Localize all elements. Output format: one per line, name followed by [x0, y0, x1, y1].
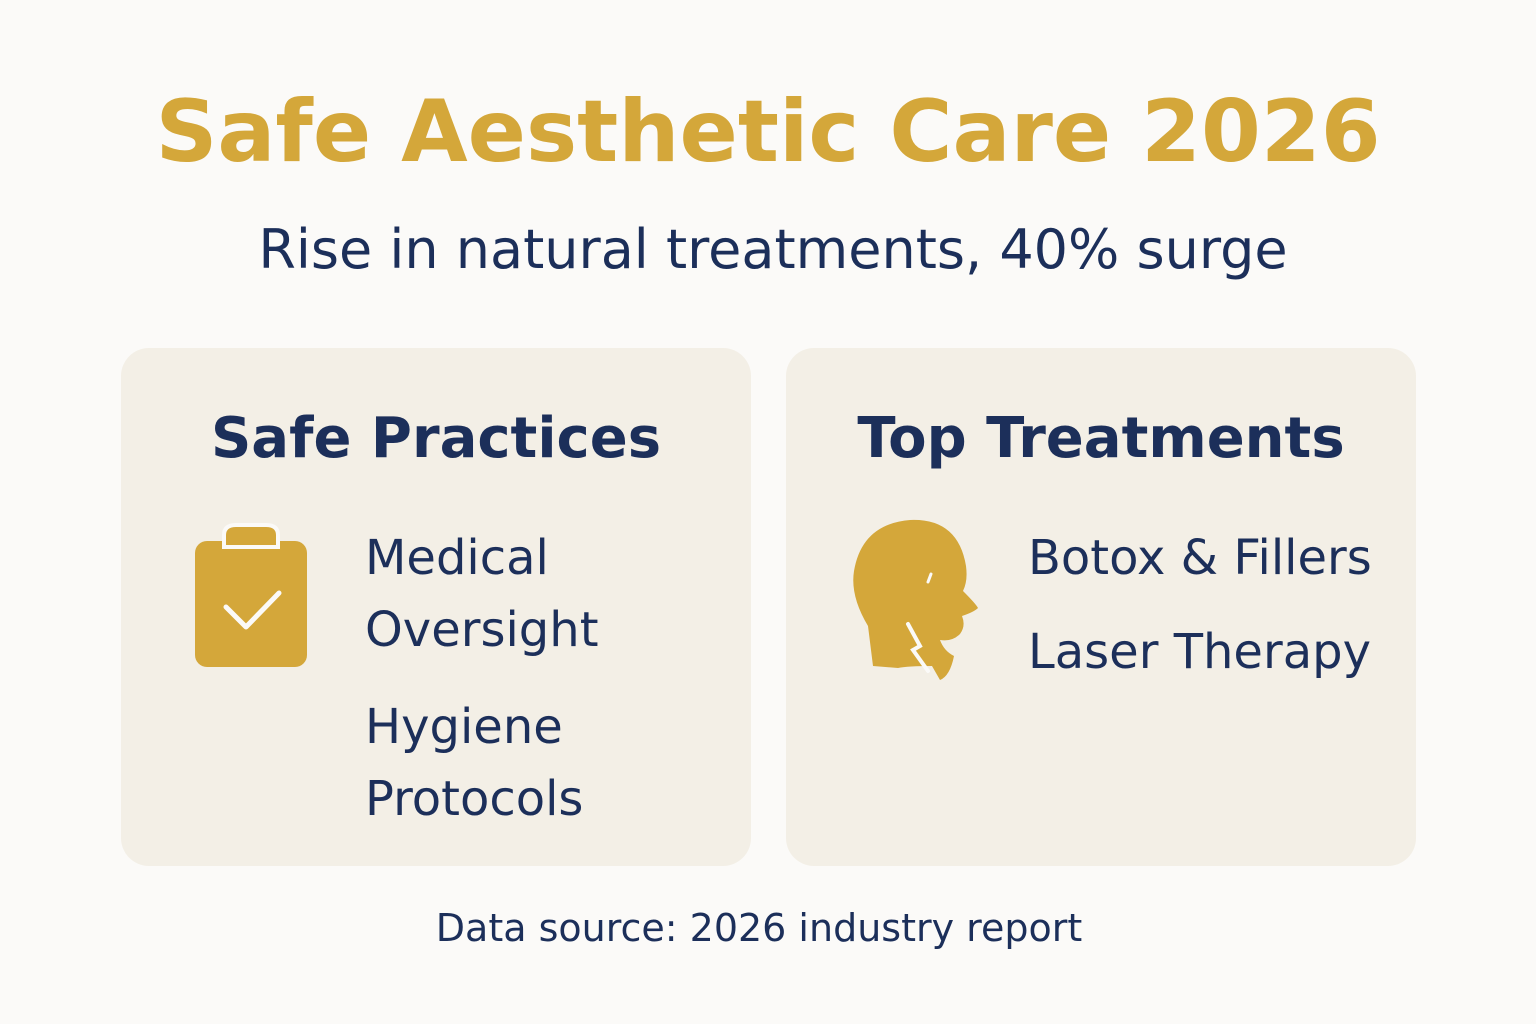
- item-line: Medical: [365, 530, 549, 586]
- item-line: Oversight: [365, 602, 599, 658]
- list-item-botox-fillers: Botox & Fillers: [1028, 530, 1372, 586]
- list-item-laser-therapy: Laser Therapy: [1028, 624, 1371, 680]
- safe-practices-card: Safe Practices Medical Oversight Hygiene…: [121, 348, 751, 866]
- card-title: Safe Practices: [210, 406, 662, 471]
- item-line: Protocols: [365, 771, 584, 827]
- page-title: Safe Aesthetic Care 2026: [155, 82, 1381, 182]
- card-title: Top Treatments: [857, 406, 1345, 471]
- list-item-hygiene-protocols: Hygiene Protocols: [365, 691, 583, 835]
- head-profile-icon: [848, 516, 983, 685]
- top-treatments-card: Top Treatments Botox & Fillers Laser The…: [786, 348, 1416, 866]
- page-subtitle: Rise in natural treatments, 40% surge: [258, 218, 1288, 281]
- list-item-medical-oversight: Medical Oversight: [365, 522, 599, 666]
- data-source-note: Data source: 2026 industry report: [435, 906, 1083, 950]
- clipboard-check-icon: [194, 523, 308, 672]
- item-line: Hygiene: [365, 699, 563, 755]
